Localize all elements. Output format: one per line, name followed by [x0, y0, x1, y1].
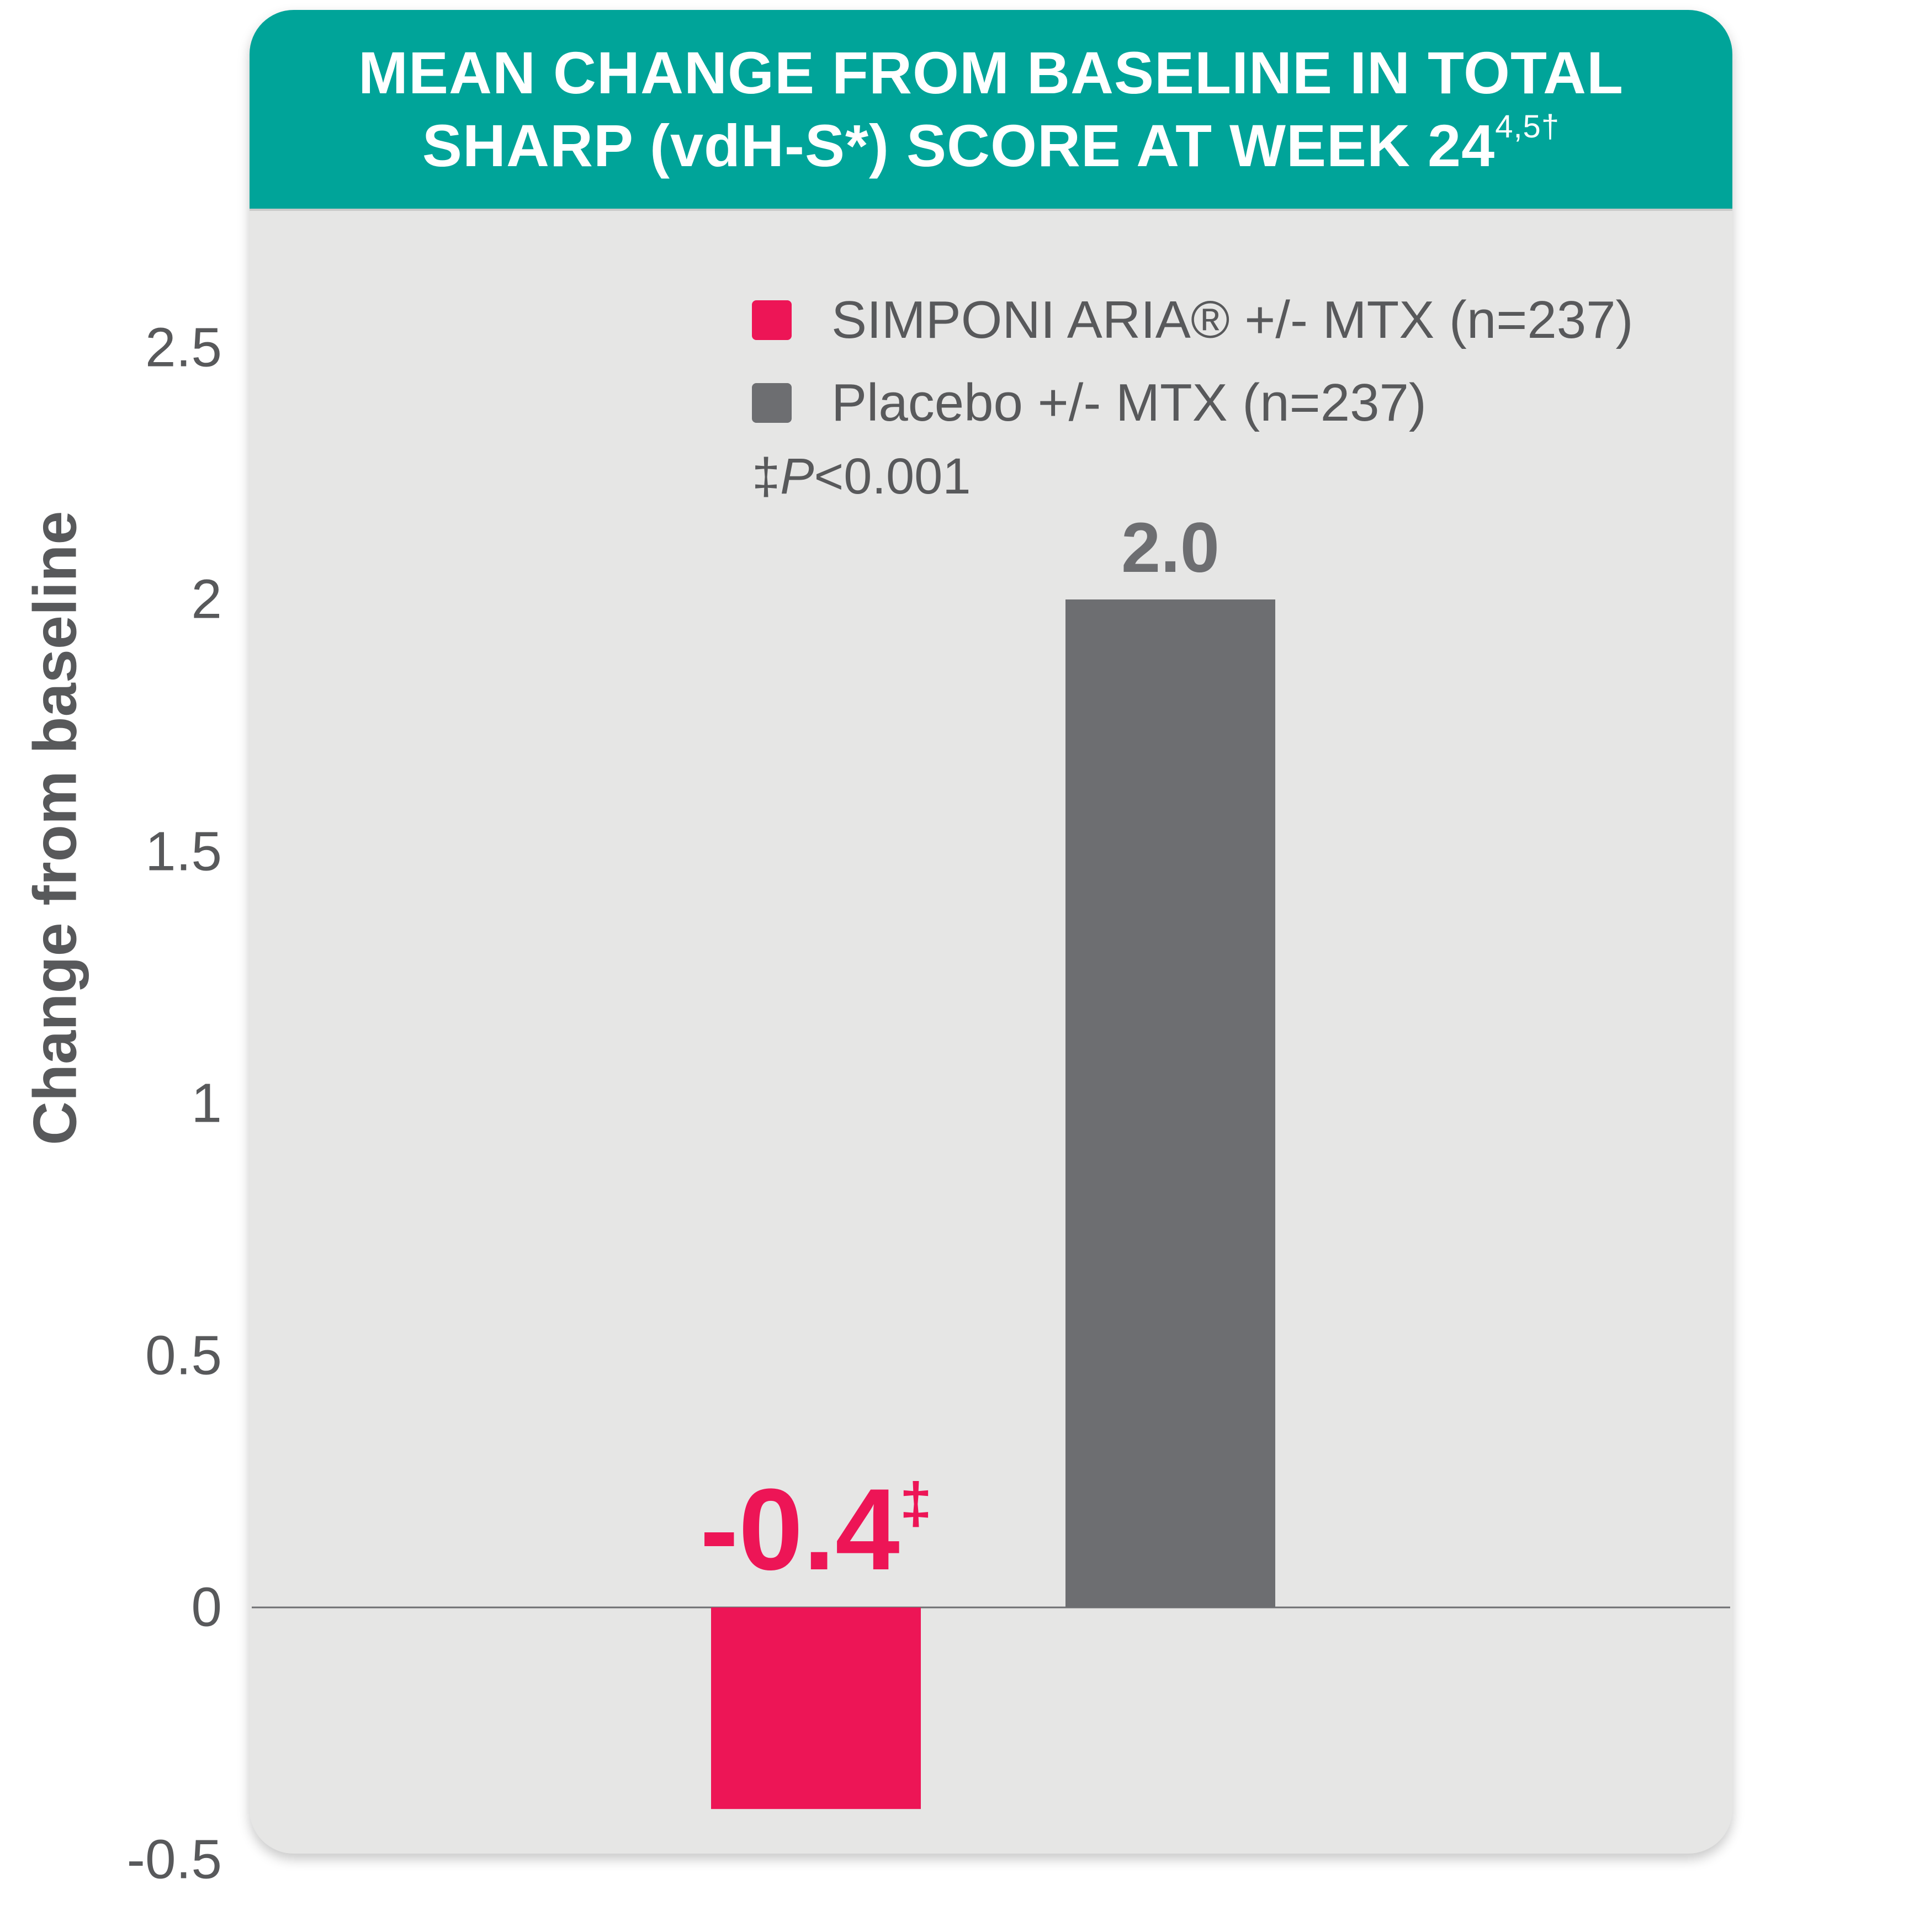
y-tick-label: 2 — [191, 568, 222, 630]
chart-header: MEAN CHANGE FROM BASELINE IN TOTAL SHARP… — [250, 10, 1732, 211]
legend-label-simponi: SIMPONI ARIA® +/- MTX (n=237) — [831, 290, 1634, 349]
y-tick-label: 0 — [191, 1576, 222, 1638]
data-label-mark: ‡ — [899, 1471, 932, 1536]
legend-label-placebo: Placebo +/- MTX (n=237) — [831, 373, 1427, 432]
legend: SIMPONI ARIA® +/- MTX (n=237) Placebo +/… — [752, 279, 1633, 506]
chart-title-line-2: SHARP (vdH-S*) SCORE AT WEEK 244,5† — [422, 109, 1560, 182]
legend-item-simponi: SIMPONI ARIA® +/- MTX (n=237) — [752, 279, 1633, 362]
chart-title-superscript: 4,5† — [1495, 109, 1560, 145]
legend-swatch-placebo — [752, 383, 792, 423]
y-tick-label: 2.5 — [145, 316, 222, 378]
legend-item-placebo: Placebo +/- MTX (n=237) — [752, 362, 1633, 444]
chart-title-line-2-text: SHARP (vdH-S*) SCORE AT WEEK 24 — [422, 112, 1496, 179]
chart-card: MEAN CHANGE FROM BASELINE IN TOTAL SHARP… — [250, 10, 1732, 1854]
y-tick-label: -0.5 — [126, 1828, 222, 1890]
footnote-value: <0.001 — [814, 448, 971, 505]
legend-swatch-simponi — [752, 300, 792, 340]
bar-placebo — [1065, 599, 1275, 1607]
y-tick-label: 0.5 — [145, 1324, 222, 1386]
footnote-mark: ‡ — [752, 448, 781, 505]
data-label-placebo: 2.0 — [1121, 507, 1220, 588]
p-value-footnote: ‡P<0.001 — [752, 448, 1633, 506]
data-label-value: -0.4 — [699, 1464, 900, 1594]
bar-simponi — [711, 1607, 921, 1809]
y-tick-label: 1 — [191, 1072, 222, 1134]
y-tick-label: 1.5 — [145, 820, 222, 882]
chart-title-line-1: MEAN CHANGE FROM BASELINE IN TOTAL — [358, 39, 1624, 106]
data-label-simponi: -0.4‡ — [700, 1463, 932, 1596]
footnote-p: P — [780, 448, 814, 505]
data-label-value: 2.0 — [1121, 508, 1220, 587]
